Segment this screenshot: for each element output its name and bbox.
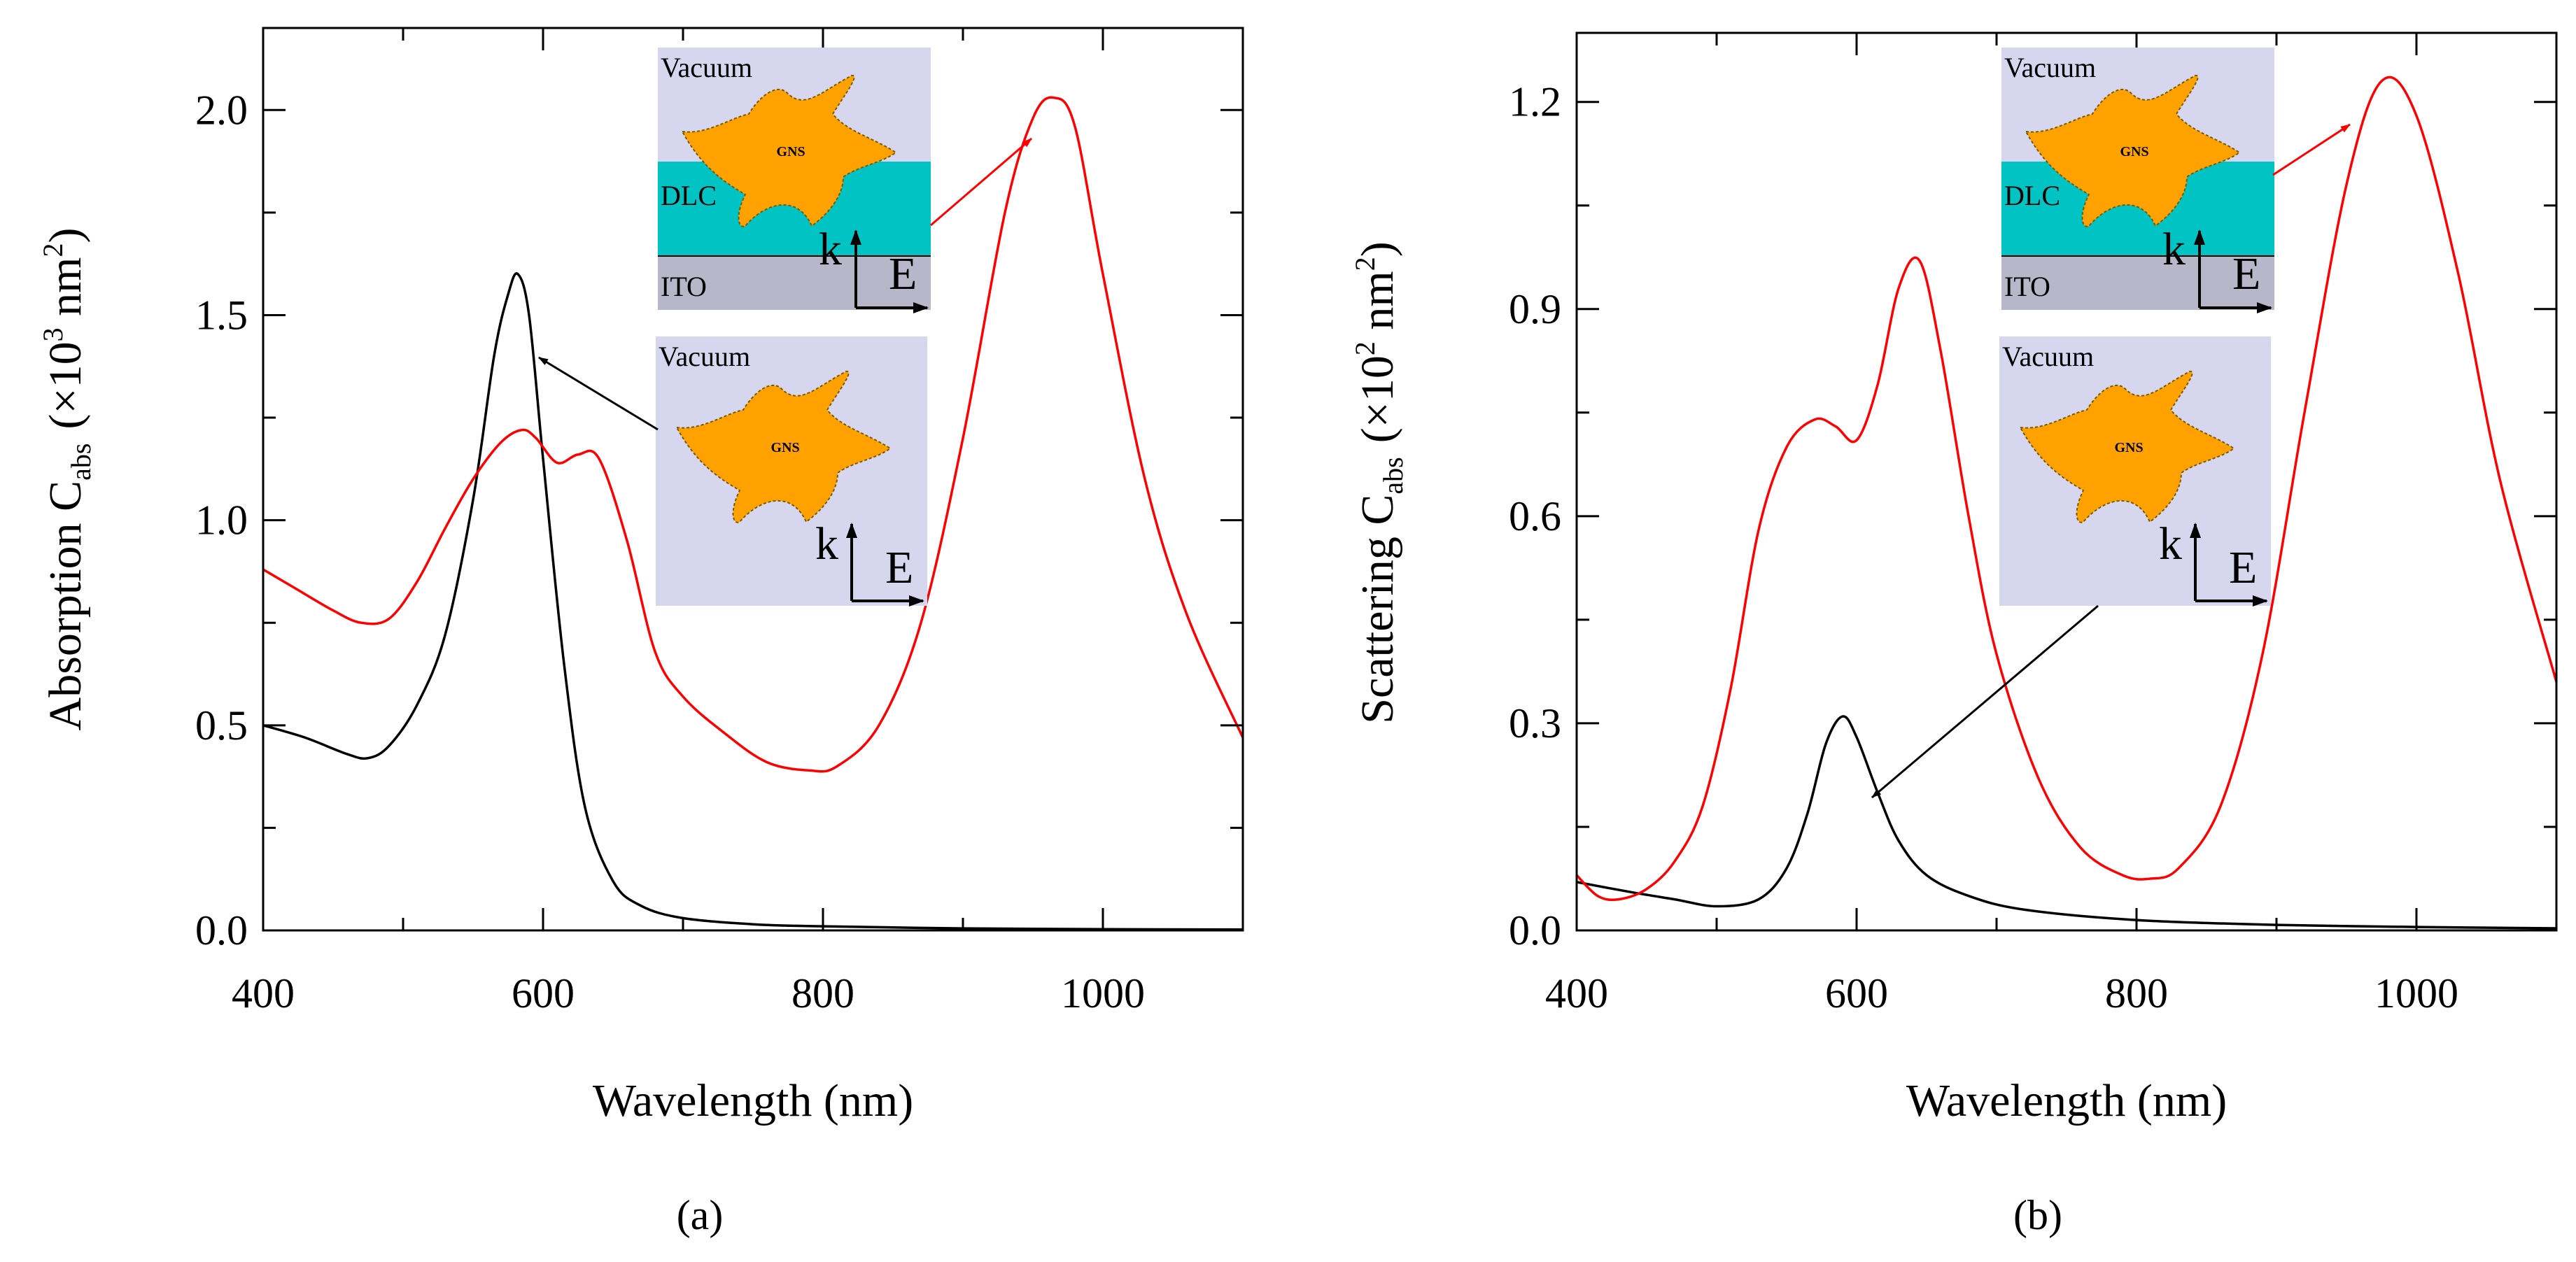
panel-a: 400 600 800 1000 0.0 0.5 1.0 1.5 2.0 Wavelength … [37, 27, 1244, 1238]
panel-b-y-tick-label: 0.0 [1509, 907, 1561, 953]
inset-gns-label: GNS [770, 440, 799, 455]
inset-dlc-label: DLC [2004, 180, 2060, 211]
panel-b-ticks: 400 600 800 1000 0.0 0.3 0.6 0.9 1.2 [1509, 33, 2558, 1016]
panel-a-inset-layered: GNS Vacuum DLC ITO k E [658, 48, 931, 313]
gold-nanostar-icon: GNS [2019, 371, 2235, 523]
inset-gns-label: GNS [776, 144, 805, 159]
panel-a-x-tick-label: 400 [232, 970, 295, 1016]
panel-b-x-tick-label: 1000 [2374, 970, 2458, 1016]
panel-a-label: (a) [677, 1192, 724, 1238]
panel-b-series-red-line [1575, 76, 2558, 902]
inset-ito-layer [658, 256, 931, 310]
panel-a-y-tick-label: 0.0 [195, 907, 248, 953]
inset-e-label: E [885, 542, 913, 593]
gold-nanostar-icon: GNS [2025, 75, 2241, 227]
panel-a-series-red-line [262, 96, 1244, 773]
panel-b-x-tick-label: 800 [2105, 970, 2168, 1016]
panel-b-x-tick-label: 400 [1545, 970, 1608, 1016]
panel-a-ticks: 400 600 800 1000 0.0 0.5 1.0 1.5 2.0 [195, 28, 1244, 1016]
panel-b-inset-layered: GNS Vacuum DLC ITO k E [2001, 48, 2274, 313]
panel-a-red-pointer-arrow [930, 137, 1032, 227]
panel-a-black-pointer-arrow [538, 356, 659, 431]
panel-a-y-tick-label: 0.5 [195, 702, 248, 749]
panel-a-x-tick-label: 1000 [1061, 970, 1145, 1016]
inset-e-label: E [2232, 248, 2260, 299]
inset-gns-label: GNS [2120, 144, 2148, 159]
inset-k-label: k [815, 518, 838, 569]
gold-nanostar-icon: GNS [681, 75, 897, 227]
inset-k-label: k [2159, 518, 2182, 569]
inset-gns-label: GNS [2114, 440, 2143, 455]
inset-dlc-label: DLC [661, 180, 717, 211]
panel-a-series [262, 96, 1244, 931]
inset-k-label: k [2162, 224, 2186, 275]
panel-b-x-axis-label: Wavelength (nm) [1906, 1075, 2227, 1126]
inset-ito-layer [2001, 256, 2274, 310]
panel-a-y-axis-label: Absorption Cabs(×103 nm2) [37, 228, 97, 731]
panel-a-x-axis-label: Wavelength (nm) [593, 1075, 913, 1126]
inset-vacuum-label: Vacuum [661, 52, 752, 83]
panel-b-inset-vacuum: GNS Vacuum k E [1999, 336, 2271, 607]
inset-ito-label: ITO [661, 271, 707, 302]
panel-b-series-black-line [1576, 715, 2557, 930]
panel-b-label: (b) [2013, 1192, 2062, 1238]
panel-b-y-tick-label: 1.2 [1509, 79, 1561, 125]
panel-b-y-tick-label: 0.9 [1509, 286, 1561, 332]
panel-a-y-tick-label: 1.0 [195, 497, 248, 544]
panel-a-plot-frame [262, 27, 1244, 932]
inset-e-label: E [2229, 542, 2257, 593]
panel-b-plot-frame [1575, 31, 2558, 932]
inset-ito-label: ITO [2004, 271, 2050, 302]
panel-a-x-tick-label: 600 [512, 970, 575, 1016]
inset-vacuum-label: Vacuum [659, 341, 750, 372]
gold-nanostar-icon: GNS [675, 371, 892, 523]
inset-vacuum-label: Vacuum [2004, 52, 2096, 83]
panel-a-inset-vacuum: GNS Vacuum k E [656, 336, 927, 607]
panel-b-black-pointer-arrow [1871, 604, 2099, 799]
panel-b-y-tick-label: 0.3 [1509, 700, 1561, 746]
panel-b-y-axis-label: Scattering Cabs(×102 nm2) [1349, 241, 1409, 723]
panel-b-red-pointer-arrow [2272, 123, 2351, 176]
panel-a-x-tick-label: 800 [791, 970, 854, 1016]
panel-a-y-tick-label: 2.0 [195, 87, 248, 133]
panel-b-x-tick-label: 600 [1825, 970, 1888, 1016]
inset-vacuum-label: Vacuum [2002, 341, 2094, 372]
panel-a-series-black-line [262, 272, 1244, 931]
inset-k-label: k [819, 224, 842, 275]
panel-b-y-tick-label: 0.6 [1509, 493, 1561, 539]
inset-e-label: E [889, 248, 917, 299]
panel-b: 400 600 800 1000 0.0 0.3 0.6 0.9 1.2 Wavelength … [1349, 31, 2558, 1238]
panel-a-y-tick-label: 1.5 [195, 292, 248, 338]
